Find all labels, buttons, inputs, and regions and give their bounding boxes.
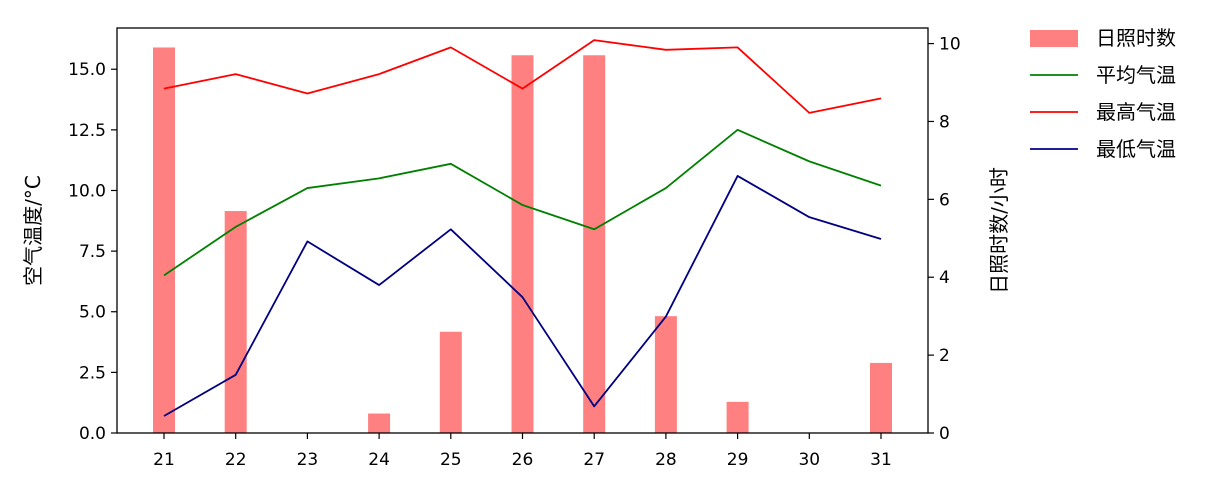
right-axis-title: 日照时数/小时 [987,167,1011,294]
x-tick-label: 30 [798,450,820,470]
left-y-tick-label: 0.0 [79,424,106,444]
bar-25 [439,331,462,433]
legend-label: 最低气温 [1096,137,1176,161]
x-tick-label: 23 [297,450,319,470]
right-y-tick-label: 0 [939,424,950,444]
x-tick-label: 28 [655,450,677,470]
line-series-0 [163,128,882,277]
x-tick-label: 21 [153,450,175,470]
bar-24 [368,413,391,433]
bar-26 [511,55,534,434]
left-y-tick-label: 2.5 [79,363,106,383]
bar-21 [153,47,175,433]
left-y-tick-label: 15.0 [68,60,106,80]
left-y-tick-label: 7.5 [79,242,106,262]
x-tick-label: 25 [440,450,462,470]
left-y-tick-label: 12.5 [68,121,106,141]
bar-27 [583,55,606,434]
line-series-1 [163,39,882,114]
left-y-tick-label: 5.0 [79,303,106,323]
right-y-tick-label: 8 [939,112,950,132]
legend-label: 日照时数 [1096,26,1176,50]
x-tick-label: 29 [727,450,749,470]
left-y-tick-label: 10.0 [68,181,106,201]
bar-29 [726,401,749,433]
x-tick-label: 22 [225,450,247,470]
temperature-lines [163,39,882,417]
x-tick-label: 24 [368,450,390,470]
right-y-tick-label: 6 [939,190,950,210]
right-y-tick-label: 10 [939,35,961,55]
left-y-axis-ticks: 0.0 2.5 5.0 7.5 10.0 12.5 15.0 [68,60,117,444]
line-series-2 [163,175,882,417]
legend-label: 最高气温 [1096,100,1176,124]
right-y-axis-ticks: 0 2 4 6 8 10 [928,35,961,444]
left-axis-title: 空气温度/°C [21,175,45,286]
x-tick-label: 27 [583,450,605,470]
x-axis-ticks: 21 22 23 24 25 26 27 28 29 30 31 [153,433,892,470]
bar-22 [224,211,247,433]
bar-28 [654,316,677,433]
x-tick-label: 26 [512,450,534,470]
bar-31 [870,362,892,433]
legend-swatch [1030,30,1078,47]
right-y-tick-label: 2 [939,346,950,366]
legend-label: 平均气温 [1096,63,1176,87]
right-y-tick-label: 4 [939,268,950,288]
sunshine-bars [153,47,892,434]
x-tick-label: 31 [870,450,892,470]
